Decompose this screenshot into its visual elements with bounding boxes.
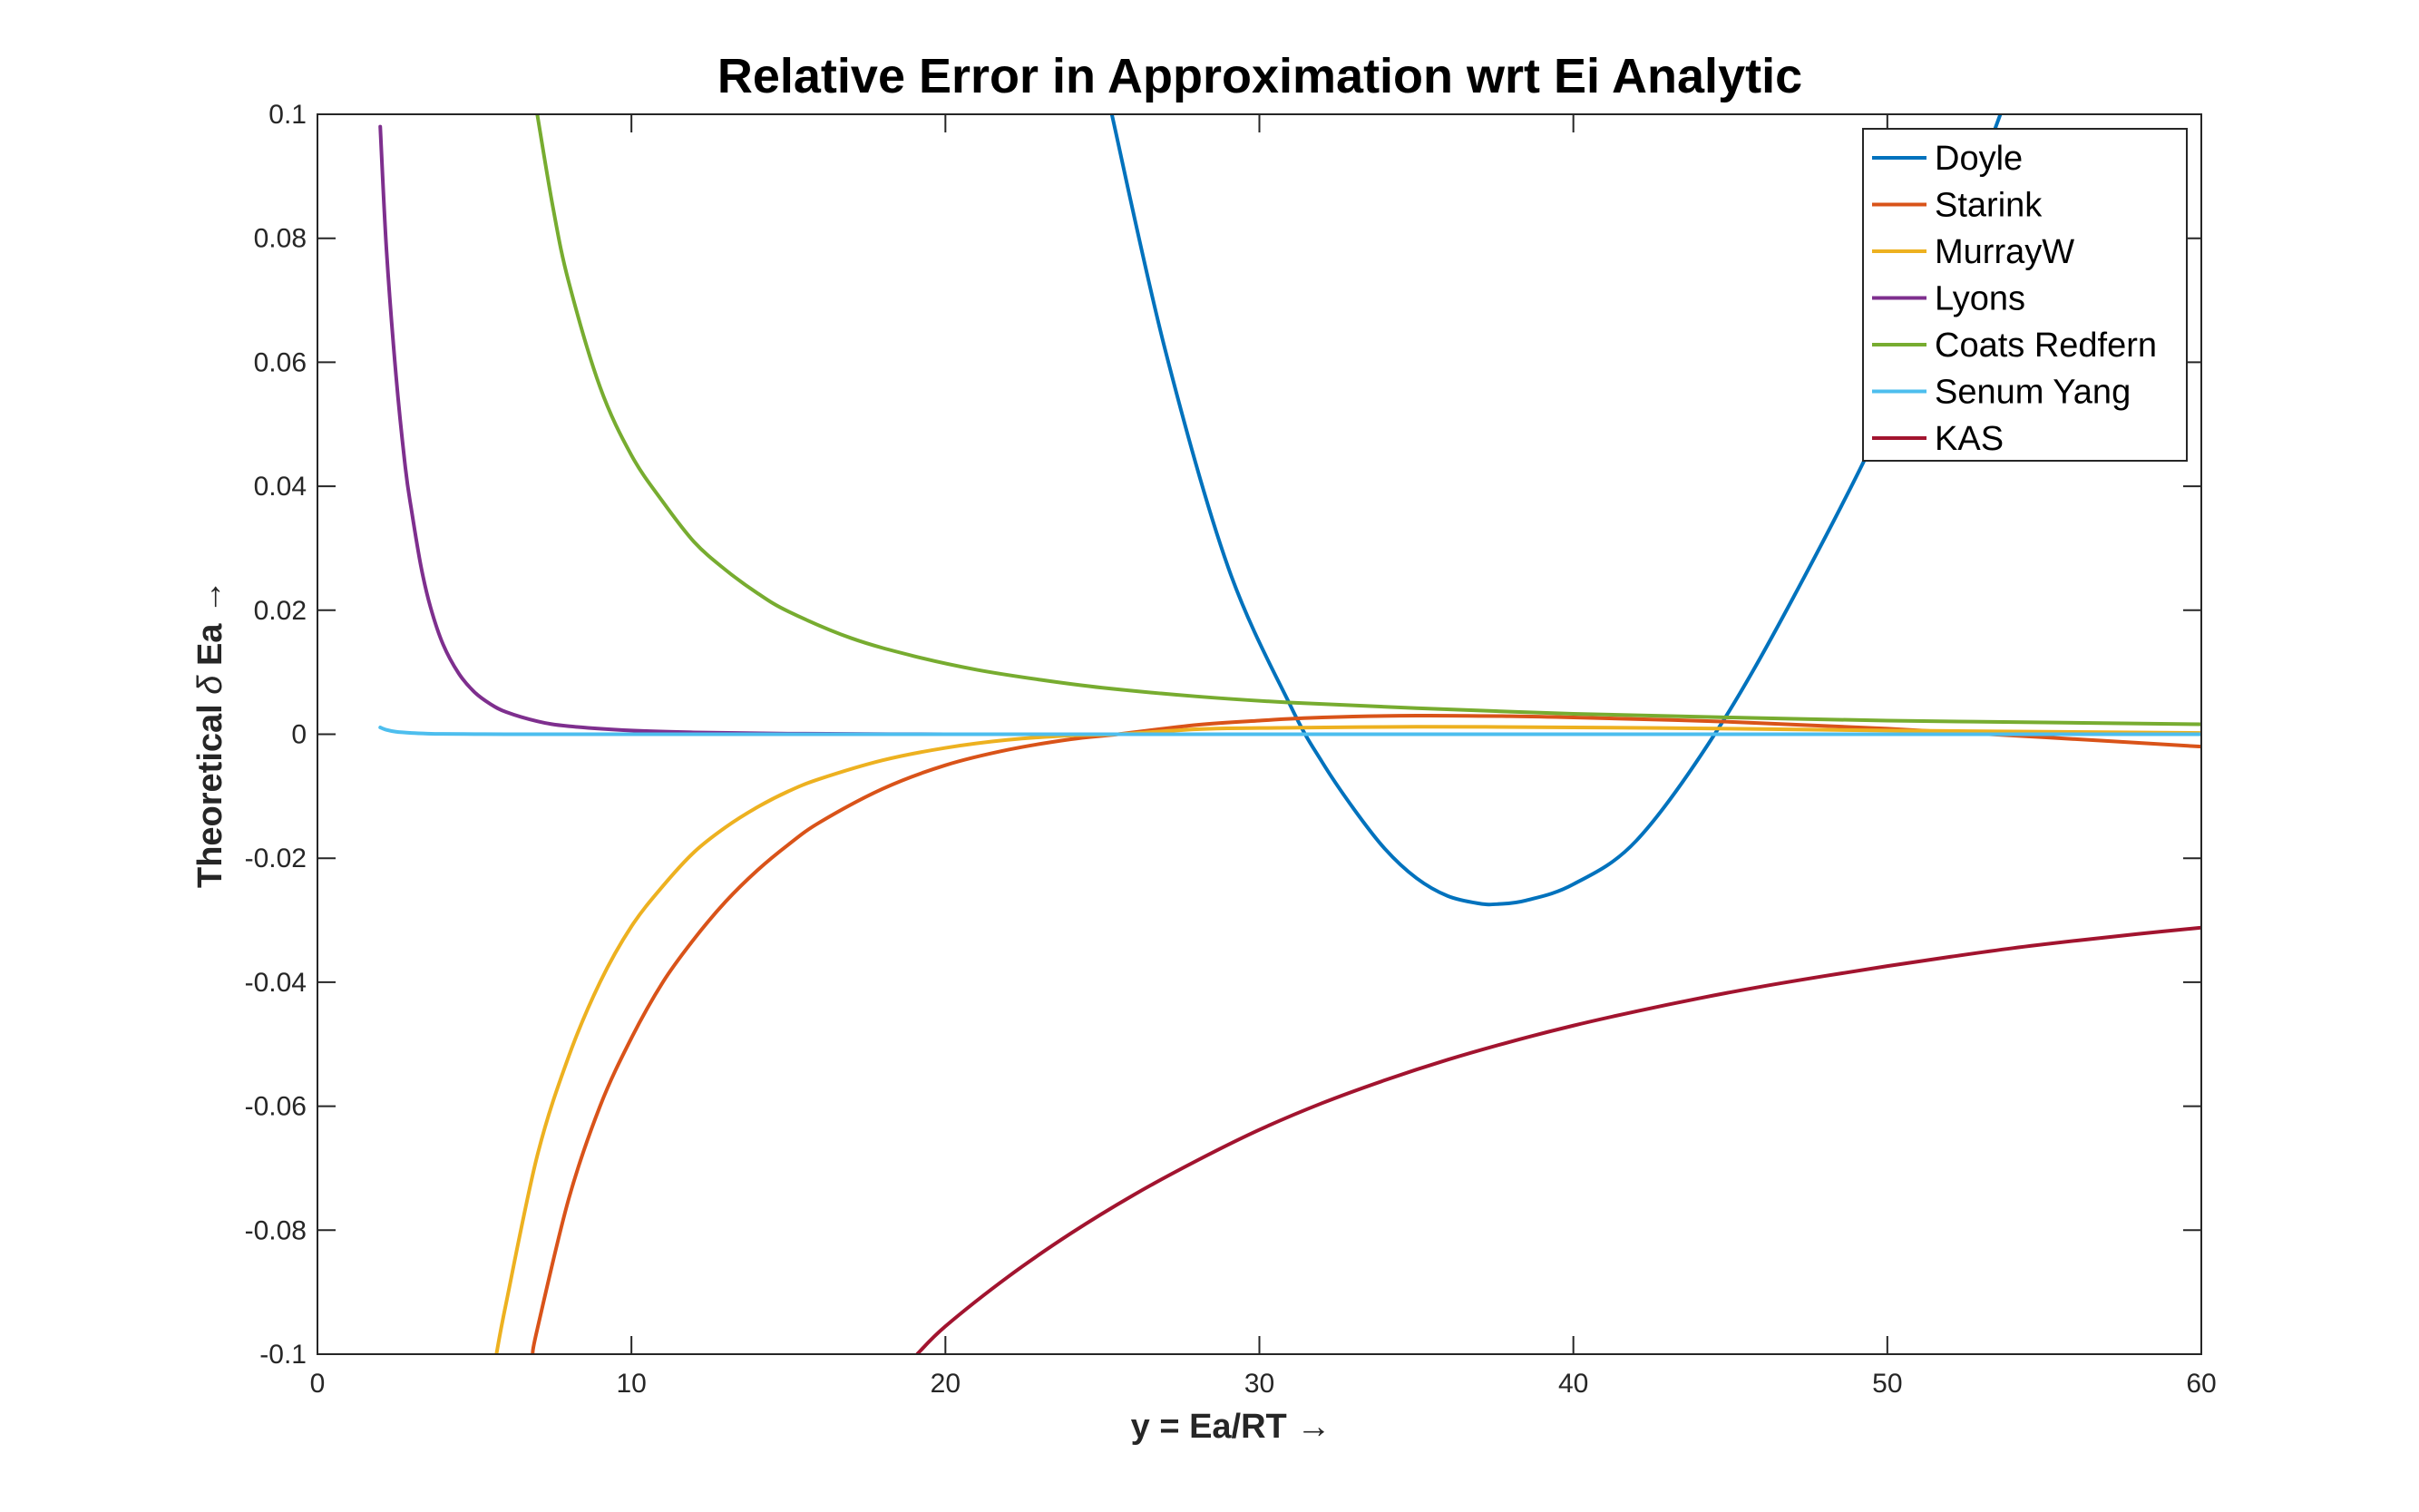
y-tick-label: -0.02	[245, 844, 307, 873]
legend-box	[1862, 128, 2188, 462]
series-group	[378, 114, 2201, 1354]
legend-label-murrayw: MurrayW	[1935, 233, 2074, 271]
y-tick-label: -0.08	[245, 1215, 307, 1245]
x-tick-label: 10	[616, 1369, 646, 1399]
y-axis-label: Theoretical δ Ea →	[191, 580, 229, 888]
series-line-murrayw	[494, 725, 2201, 1354]
y-axis-label-delta: δ	[191, 675, 229, 695]
y-tick-label: -0.06	[245, 1092, 307, 1122]
y-tick-label: 0	[291, 720, 307, 750]
x-tick-label: 60	[2186, 1369, 2216, 1399]
series-line-senum-yang	[378, 725, 2201, 736]
y-tick-label: -0.04	[245, 968, 307, 998]
series-line-starink	[531, 713, 2201, 1354]
x-tick-label: 0	[310, 1369, 326, 1399]
y-tick-label: 0.02	[254, 596, 307, 626]
series-line-coats-redfern	[535, 114, 2201, 727]
x-tick-label: 50	[1872, 1369, 1902, 1399]
series-line-doyle	[1109, 114, 2003, 907]
legend-label-starink: Starink	[1935, 187, 2043, 225]
y-tick-label: 0.08	[254, 224, 307, 254]
y-tick-label: 0.04	[254, 472, 307, 502]
y-tick-label: -0.1	[259, 1340, 307, 1370]
y-tick-label: 0.06	[254, 347, 307, 377]
legend-label-kas: KAS	[1935, 420, 2004, 458]
legend-label-coats-redfern: Coats Redfern	[1935, 327, 2157, 365]
tick-group: 0 10 20 30 40 50 60 -0.1 -0.08 -0.06 -0.04 -0.02 0 0.…	[245, 100, 2217, 1399]
series-line-kas	[915, 925, 2201, 1354]
plot-frame	[317, 113, 2202, 1355]
y-axis-label-prefix: Theoretical	[191, 695, 229, 888]
legend-label-lyons: Lyons	[1935, 280, 2025, 318]
y-axis-label-suffix: Ea →	[191, 580, 229, 676]
legend-label-doyle: Doyle	[1935, 140, 2023, 178]
legend: Doyle Starink MurrayW Lyons Coats Redfern Sen…	[1862, 128, 2188, 462]
x-tick-label: 40	[1558, 1369, 1588, 1399]
chart-title: Relative Error in Approximation wrt Ei A…	[717, 49, 1802, 103]
x-tick-label: 20	[931, 1369, 961, 1399]
y-tick-label: 0.1	[268, 100, 307, 130]
x-axis-label: y = Ea/RT →	[1131, 1408, 1331, 1446]
x-tick-label: 30	[1244, 1369, 1274, 1399]
legend-label-senum-yang: Senum Yang	[1935, 374, 2131, 412]
